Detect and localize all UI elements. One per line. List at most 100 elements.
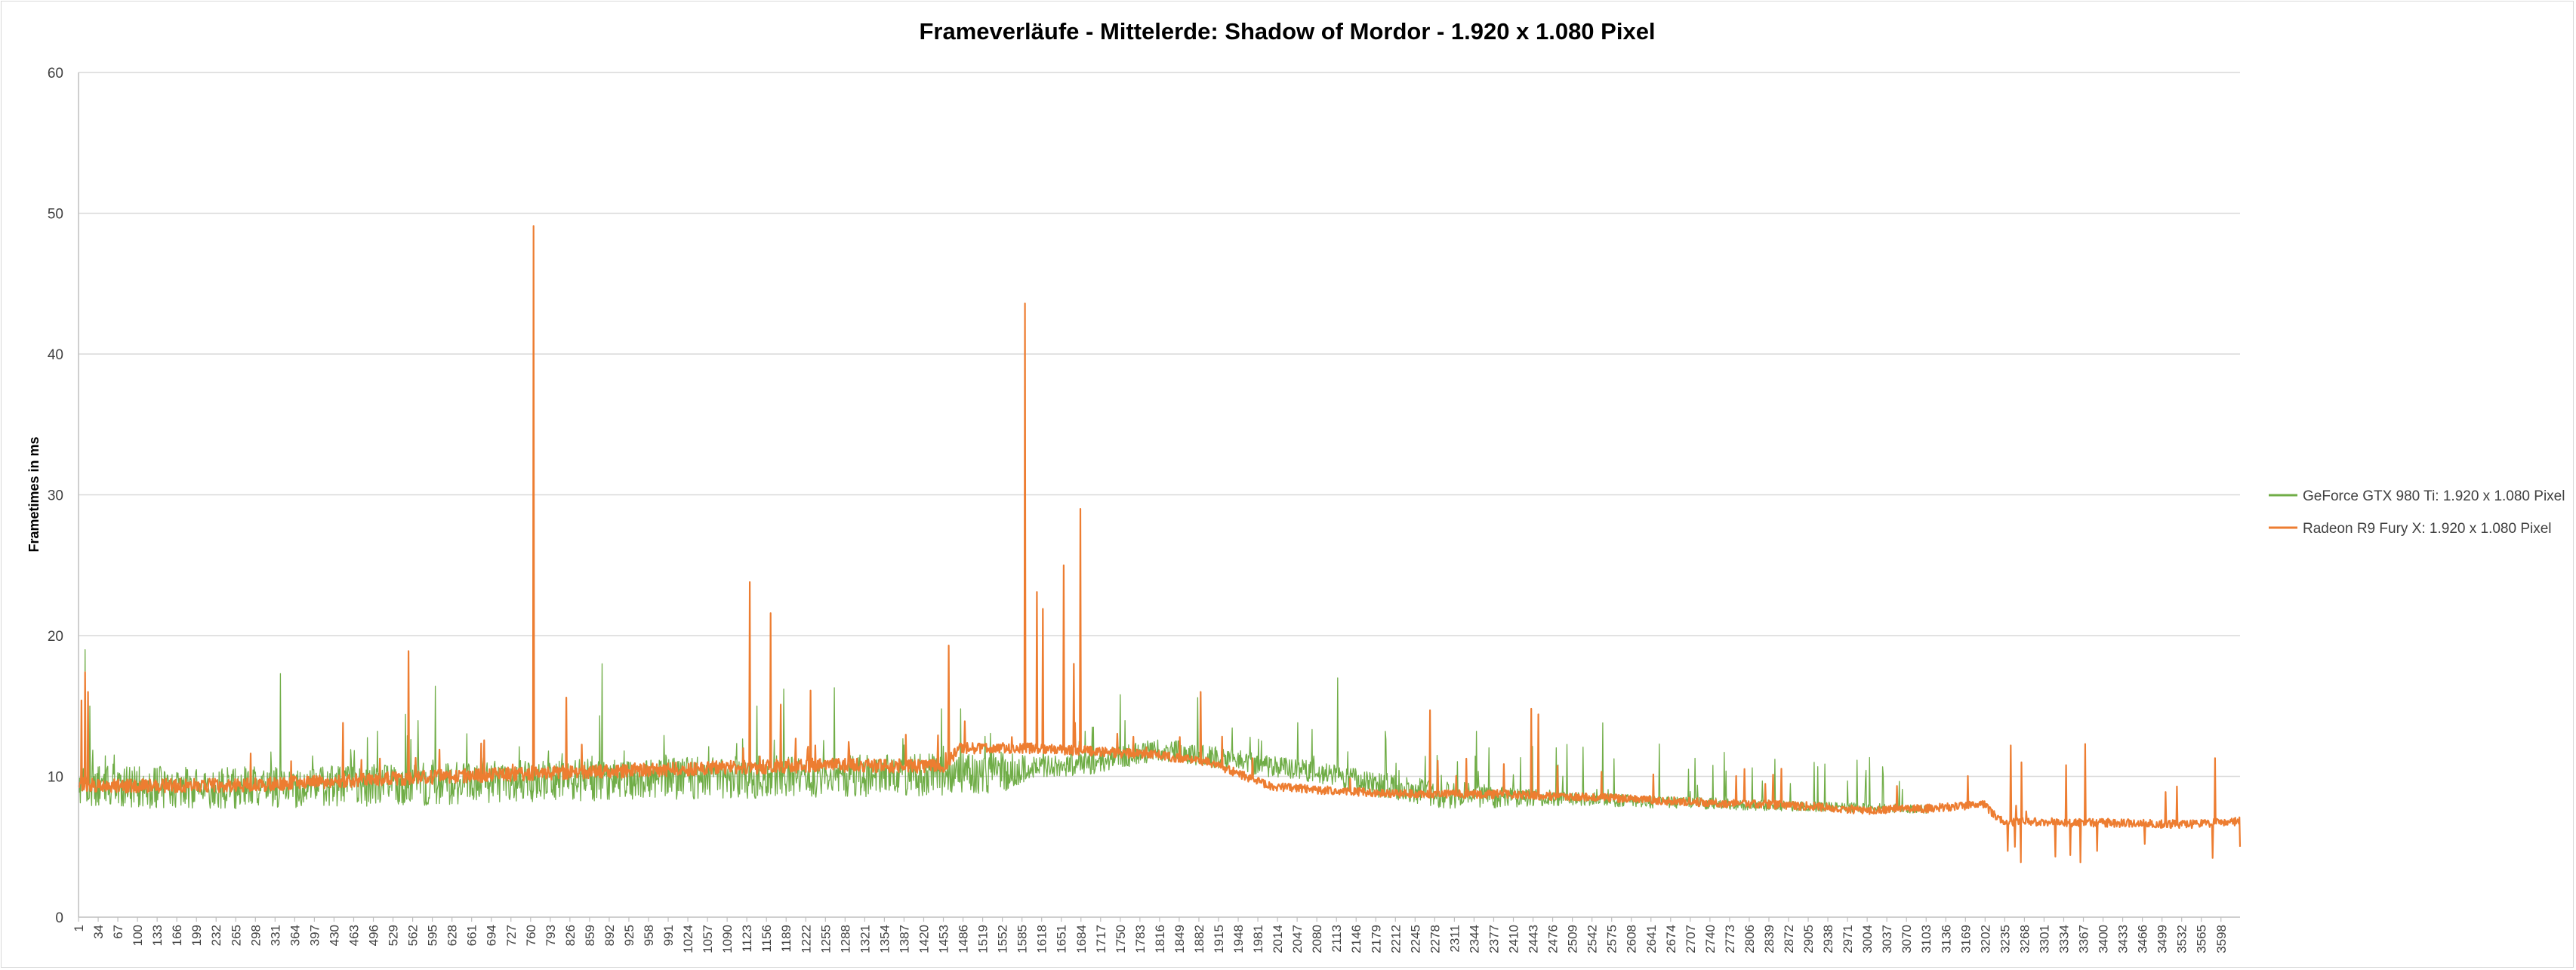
x-tick-label: 760 (524, 925, 538, 946)
x-tick-label: 925 (622, 925, 636, 946)
x-tick-label: 3169 (1958, 925, 1973, 953)
x-tick-label: 3301 (2037, 925, 2051, 953)
x-tick-label: 1552 (996, 925, 1010, 953)
x-tick-label: 2971 (1841, 925, 1855, 953)
x-tick-label: 3598 (2214, 925, 2229, 953)
y-axis-ticks: 0 10 20 30 40 50 60 (48, 66, 63, 926)
x-tick-label: 2245 (1408, 925, 1422, 953)
x-tick-label: 1123 (740, 925, 754, 953)
x-tick-label: 265 (229, 925, 243, 946)
x-tick-label: 1156 (760, 925, 774, 953)
x-tick-label: 3136 (1939, 925, 1953, 953)
x-tick-label: 2014 (1271, 925, 1285, 953)
x-tick-label: 3334 (2057, 925, 2072, 953)
x-tick-label: 2608 (1625, 925, 1639, 953)
x-tick-label: 3433 (2116, 925, 2131, 953)
y-tick-label: 30 (48, 488, 63, 504)
series-line-radeon (77, 225, 2242, 864)
y-tick-label: 20 (48, 629, 63, 645)
y-tick-label: 50 (48, 207, 63, 223)
x-tick-label: 1387 (897, 925, 911, 953)
plot-series (77, 225, 2242, 864)
x-tick-label: 3499 (2155, 925, 2170, 953)
x-tick-label: 2410 (1507, 925, 1521, 953)
x-tick-label: 859 (583, 925, 597, 946)
x-tick-label: 1354 (877, 925, 892, 953)
x-tick-label: 1519 (976, 925, 991, 953)
x-tick-label: 793 (544, 925, 558, 946)
x-tick-label: 199 (190, 925, 204, 946)
x-tick-label: 2146 (1349, 925, 1363, 953)
x-tick-label: 595 (426, 925, 440, 946)
x-tick-label: 529 (387, 925, 401, 946)
x-tick-label: 1 (72, 925, 86, 932)
x-tick-label: 2806 (1742, 925, 1757, 953)
x-tick-label: 958 (642, 925, 656, 946)
x-tick-label: 2080 (1310, 925, 1324, 953)
x-tick-label: 1585 (1015, 925, 1030, 953)
y-axis-label: Frametimes in ms (26, 436, 42, 552)
x-tick-label: 166 (170, 925, 184, 946)
x-tick-label: 2278 (1428, 925, 1442, 953)
x-tick-label: 496 (367, 925, 381, 946)
x-tick-label: 430 (327, 925, 341, 946)
x-tick-label: 3466 (2136, 925, 2150, 953)
x-tick-label: 3532 (2175, 925, 2189, 953)
x-tick-label: 397 (307, 925, 322, 946)
gridlines (79, 72, 2240, 778)
x-tick-label: 1915 (1212, 925, 1226, 953)
x-tick-label: 1024 (681, 925, 695, 953)
series-line-geforce (78, 649, 1927, 814)
x-tick-label: 694 (485, 925, 499, 946)
y-tick-label: 10 (48, 770, 63, 786)
x-tick-label: 3070 (1900, 925, 1914, 953)
chart-title: Frameverläufe - Mittelerde: Shadow of Mo… (919, 18, 1655, 45)
x-tick-label: 2113 (1330, 925, 1344, 953)
x-tick-label: 2476 (1546, 925, 1561, 953)
y-tick-label: 60 (48, 66, 63, 82)
x-tick-label: 1717 (1094, 925, 1108, 953)
x-tick-label: 1618 (1035, 925, 1049, 953)
x-tick-label: 100 (131, 925, 145, 946)
x-tick-label: 463 (347, 925, 362, 946)
x-tick-label: 1288 (838, 925, 852, 953)
x-tick-label: 1816 (1153, 925, 1167, 953)
x-tick-label: 3268 (2017, 925, 2032, 953)
x-tick-label: 1684 (1074, 925, 1089, 953)
x-tick-label: 3202 (1978, 925, 1992, 953)
x-tick-label: 1420 (917, 925, 932, 953)
x-tick-label: 1255 (818, 925, 833, 953)
x-tick-label: 1090 (720, 925, 735, 953)
x-tick-label: 2839 (1762, 925, 1776, 953)
x-tick-label: 2674 (1664, 925, 1678, 953)
x-tick-label: 628 (445, 925, 460, 946)
x-tick-label: 1651 (1055, 925, 1069, 953)
x-tick-label: 3565 (2195, 925, 2209, 953)
x-tick-label: 3004 (1860, 925, 1875, 953)
x-tick-label: 1222 (799, 925, 813, 953)
x-tick-label: 1783 (1133, 925, 1148, 953)
x-tick-label: 133 (150, 925, 165, 946)
x-axis-ticks: 1 34 67 100 133 166 199 232 265 298 331 364 397 430 46… (72, 917, 2229, 953)
legend-label-radeon: Radeon R9 Fury X: 1.920 x 1.080 Pixel (2303, 521, 2552, 537)
x-tick-label: 2938 (1821, 925, 1835, 953)
x-tick-label: 298 (248, 925, 263, 946)
x-tick-label: 1189 (779, 925, 793, 953)
x-tick-label: 331 (268, 925, 282, 946)
x-tick-label: 2047 (1290, 925, 1305, 953)
x-tick-label: 1981 (1251, 925, 1265, 953)
x-tick-label: 3103 (1919, 925, 1934, 953)
x-tick-label: 1948 (1231, 925, 1246, 953)
x-tick-label: 2905 (1801, 925, 1816, 953)
x-tick-label: 2179 (1369, 925, 1383, 953)
x-tick-label: 3400 (2097, 925, 2111, 953)
x-tick-label: 2443 (1527, 925, 1541, 953)
x-tick-label: 2872 (1782, 925, 1796, 953)
x-tick-label: 1453 (937, 925, 951, 953)
x-tick-label: 1750 (1114, 925, 1128, 953)
x-tick-label: 2575 (1605, 925, 1619, 953)
x-tick-label: 1882 (1192, 925, 1206, 953)
x-tick-label: 2641 (1644, 925, 1659, 953)
